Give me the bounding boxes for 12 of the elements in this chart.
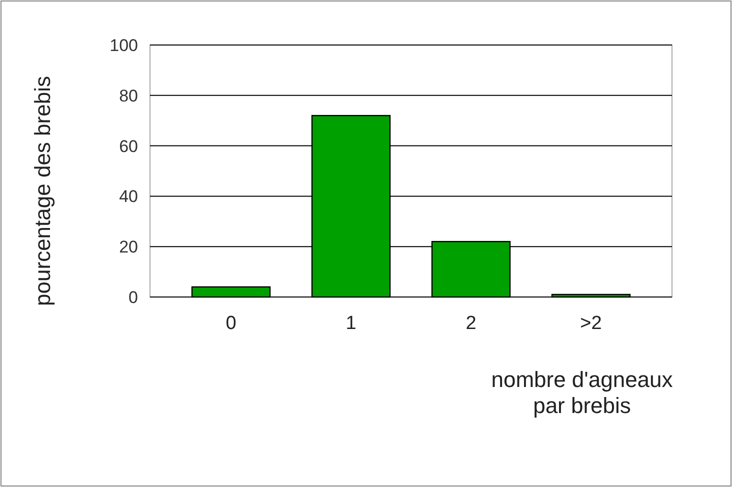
y-tick-label: 40 <box>119 187 138 206</box>
y-tick-label: 0 <box>128 288 138 307</box>
x-tick-label: 0 <box>226 313 236 334</box>
y-tick-label: 60 <box>119 136 138 156</box>
y-tick-label: 80 <box>119 86 138 106</box>
y-tick-label: 20 <box>119 238 138 257</box>
y-axis-title: pourcentage des brebis <box>30 76 55 306</box>
x-tick-label: 2 <box>466 313 476 334</box>
x-tick-label: 1 <box>346 313 356 334</box>
x-axis-title: nombre d'agneaux par brebis <box>491 367 673 418</box>
x-tick-label: >2 <box>580 313 602 334</box>
y-tick-label: 100 <box>110 36 138 55</box>
